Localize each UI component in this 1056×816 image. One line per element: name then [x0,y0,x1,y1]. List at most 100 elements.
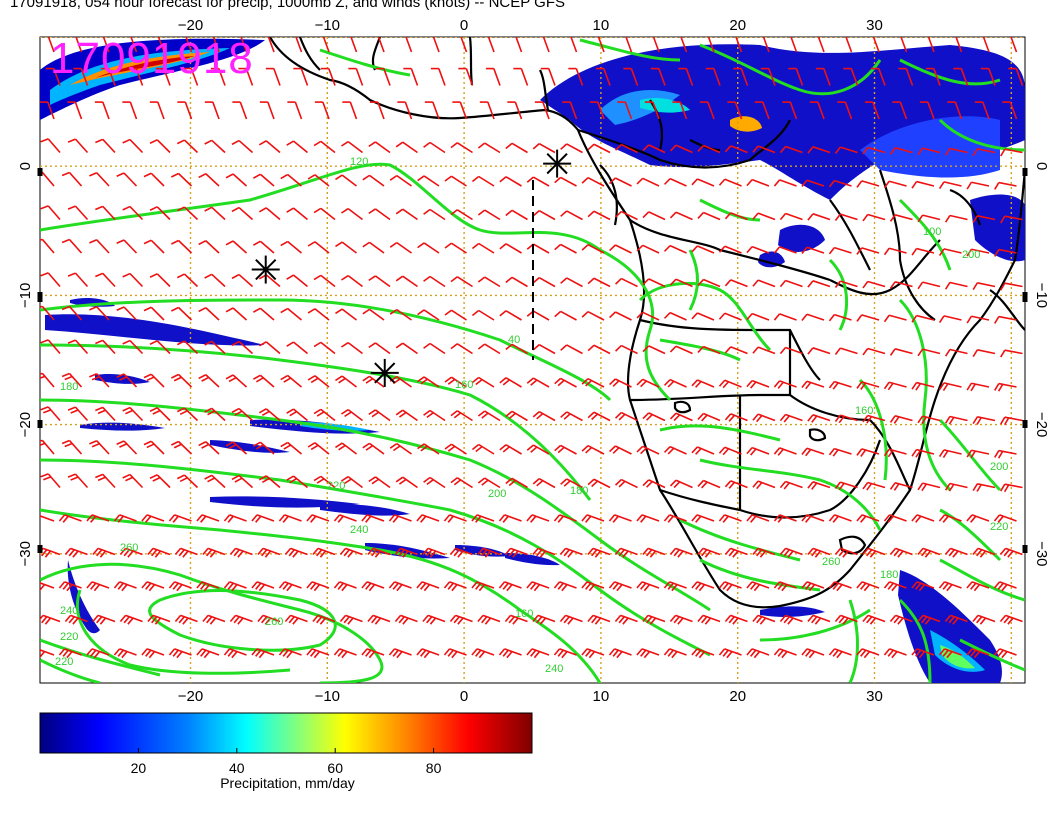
wind-barb [143,239,165,254]
wind-barb [443,581,467,592]
wind-barb [636,514,660,523]
wind-barb [116,440,138,455]
wind-barb [515,37,523,53]
wind-barb [280,374,303,388]
wind-barb [642,547,666,558]
wind-barb [834,146,858,154]
wind-barb [174,547,198,558]
wind-barb [498,581,522,592]
wind-barb [773,447,797,456]
wind-barb [955,37,963,53]
wind-barb [141,648,165,659]
axis-tick-label: −10 [1033,283,1050,308]
wind-barb [116,306,138,321]
wind-barb [143,440,165,455]
wind-barb [278,581,302,592]
wind-barb [691,446,715,455]
wind-barb [746,178,770,187]
wind-barb [176,340,199,355]
wind-barb [834,414,858,424]
wind-barb [636,244,660,254]
wind-barb [58,581,82,592]
wind-barb [40,205,61,221]
wind-barb [339,547,363,558]
wind-barb [994,382,1017,392]
wind-barb [862,414,886,424]
wind-barb [340,475,363,489]
wind-barb [669,278,693,288]
wind-barb [185,37,193,53]
wind-barb [86,514,110,523]
wind-barb [938,648,962,659]
wind-barb [225,240,248,254]
wind-barb [911,581,935,592]
wind-barb [417,309,440,321]
wind-barb [340,341,363,355]
wind-barb [278,648,302,659]
contour-label: 200 [990,461,1008,473]
wind-barb [362,308,385,321]
wind-barb [559,614,583,625]
wind-barb [251,514,275,523]
wind-barb [828,648,852,659]
wind-barb [801,581,825,592]
wind-barb [86,581,110,592]
axis-tick-label: 0 [460,688,468,705]
wind-barb [116,172,138,187]
wind-barb [307,375,330,388]
wind-barb [116,239,138,254]
wind-barb [196,648,220,659]
wind-barb [40,372,55,388]
wind-barb [872,37,880,53]
wind-barb [314,101,330,120]
wind-barb [727,101,743,120]
wind-barb [917,415,941,425]
wind-barb [157,37,165,53]
wind-barb [615,411,638,422]
wind-barb [252,441,275,455]
wind-barb [130,37,138,53]
wind-barb [994,449,1017,459]
wind-barb [306,648,330,659]
wind-barb [340,207,363,221]
wind-barb [828,313,852,322]
wind-barb [375,67,391,86]
wind-barb [171,306,193,321]
wind-barb [498,648,522,659]
wind-barb [994,315,1017,324]
wind-barb [417,175,440,187]
wind-barb [498,514,522,523]
wind-barb [395,476,418,489]
contour-label: 220 [60,631,78,643]
wind-barb [615,277,638,288]
wind-barb [834,213,858,221]
wind-barb [61,171,83,187]
wind-barb [477,209,501,221]
wind-barb [972,483,996,492]
wind-barb [938,248,962,257]
wind-barb [176,206,199,221]
wind-barb [335,174,357,187]
wind-barb [95,138,116,154]
wind-barb [1000,416,1023,426]
wind-barb [149,407,171,422]
wind-barb [815,67,831,86]
wind-barb [807,481,831,490]
wind-barb [966,514,990,523]
wind-barb [229,614,253,625]
wind-barb [499,444,522,455]
wind-barb [663,378,687,388]
wind-barb [278,514,302,523]
wind-barb [113,514,137,523]
wind-barb [870,67,886,86]
wind-barb [477,614,501,625]
wind-barb [615,143,638,154]
wind-barb [204,206,226,221]
contour-label: 160 [515,608,533,620]
wind-barb [198,240,220,254]
wind-barb [89,440,110,455]
wind-barb [67,406,89,422]
wind-barb [1000,282,1023,291]
wind-barb [168,514,192,523]
wind-barb [669,614,693,625]
